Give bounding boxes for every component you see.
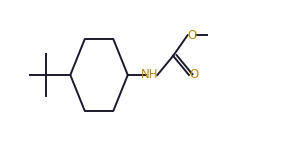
- Text: O: O: [187, 29, 196, 42]
- Text: NH: NH: [141, 69, 158, 81]
- Text: O: O: [189, 69, 198, 81]
